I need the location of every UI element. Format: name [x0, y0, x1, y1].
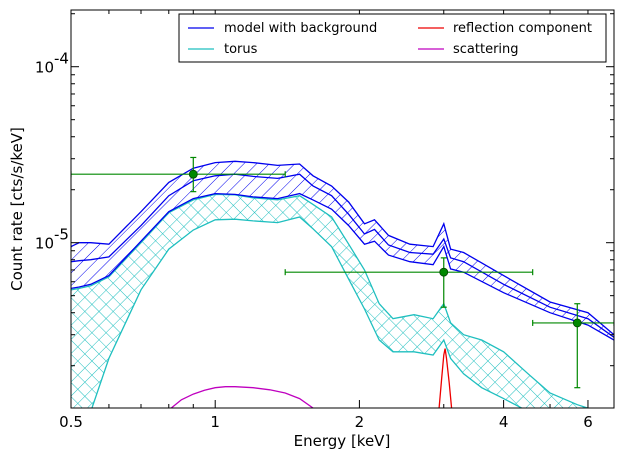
x-tick-label-2: 2 [355, 413, 365, 431]
axis-ticks: 0.5 1 2 4 610-510-4 [35, 10, 614, 431]
data-point-2 [572, 318, 582, 328]
legend: model with background reflection compone… [178, 13, 607, 63]
data-points [71, 156, 614, 389]
x-tick-label-3: 4 [499, 413, 509, 431]
y-tick-label-0: 10 [35, 235, 54, 253]
torus-band [71, 194, 588, 408]
x-tick-label-0: 0.5 [59, 413, 83, 431]
y-axis-label: Count rate [cts/s/keV] [8, 127, 26, 291]
legend-label-torus: torus [224, 42, 258, 57]
scattering-line [170, 386, 314, 408]
y-tick-exponent-1: -4 [54, 50, 69, 68]
legend-label-scattering: scattering [453, 42, 519, 57]
legend-label-model: model with background [224, 21, 377, 36]
x-tick-label-4: 6 [583, 413, 593, 431]
x-axis-label: Energy [keV] [294, 432, 391, 450]
data-point-0 [188, 169, 198, 179]
data-point-1 [439, 267, 449, 277]
model-upper-line [71, 160, 614, 336]
legend-label-reflection: reflection component [453, 21, 592, 36]
model-lines [71, 160, 614, 408]
reflection-line [438, 348, 453, 408]
y-tick-exponent-0: -5 [54, 226, 69, 244]
x-tick-label-1: 1 [210, 413, 220, 431]
torus-upper-line [71, 193, 590, 408]
model-mid-line [71, 173, 614, 338]
y-tick-label-1: 10 [35, 59, 54, 77]
model-lower-line [71, 192, 614, 341]
plot-frame [70, 9, 615, 409]
legend-box [178, 13, 607, 63]
torus-lower-line [91, 216, 523, 408]
